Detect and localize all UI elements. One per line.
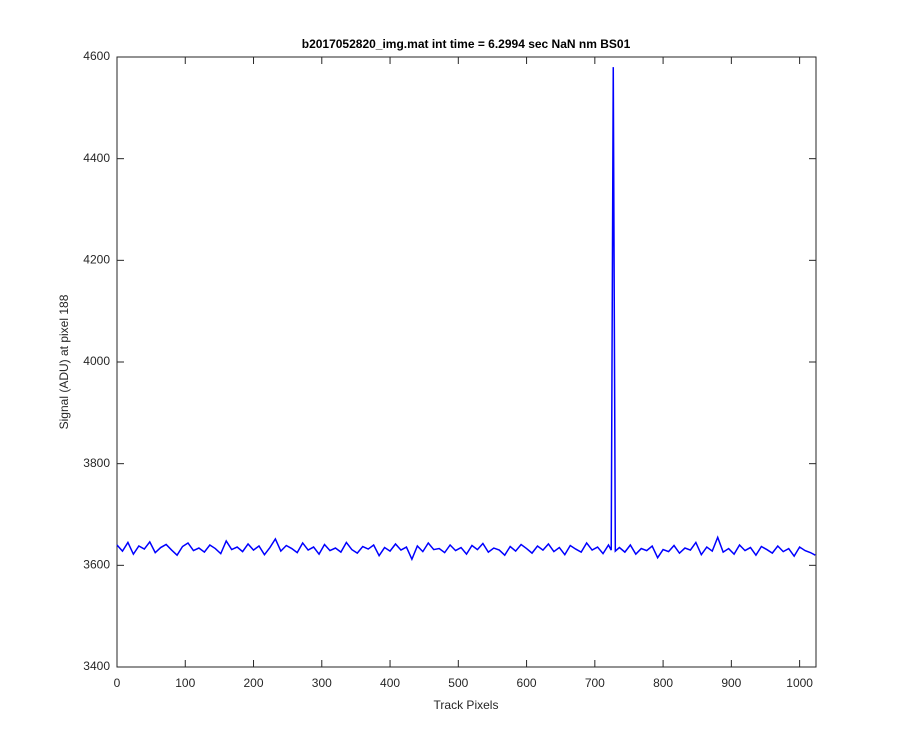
x-tick-label: 100 (175, 676, 195, 690)
x-tick-label: 200 (244, 676, 264, 690)
y-tick-label: 3800 (83, 456, 110, 470)
y-tick-label: 3400 (83, 659, 110, 673)
x-tick-label: 400 (380, 676, 400, 690)
data-line (116, 67, 816, 562)
y-tick-label: 4000 (83, 354, 110, 368)
x-tick-label: 1000 (786, 676, 813, 690)
x-tick-label: 0 (114, 676, 121, 690)
y-tick-label: 4200 (83, 253, 110, 267)
x-axis-label: Track Pixels (434, 698, 499, 712)
x-tick-label: 700 (585, 676, 605, 690)
y-axis-label: Signal (ADU) at pixel 188 (57, 294, 71, 429)
x-tick-label: 800 (653, 676, 673, 690)
x-tick-label: 900 (721, 676, 741, 690)
y-tick-label: 4600 (83, 49, 110, 63)
chart-title: b2017052820_img.mat int time = 6.2994 se… (302, 37, 631, 51)
x-tick-label: 500 (448, 676, 468, 690)
y-tick-label: 4400 (83, 151, 110, 165)
x-tick-label: 300 (312, 676, 332, 690)
y-tick-label: 3600 (83, 558, 110, 572)
x-tick-label: 600 (517, 676, 537, 690)
